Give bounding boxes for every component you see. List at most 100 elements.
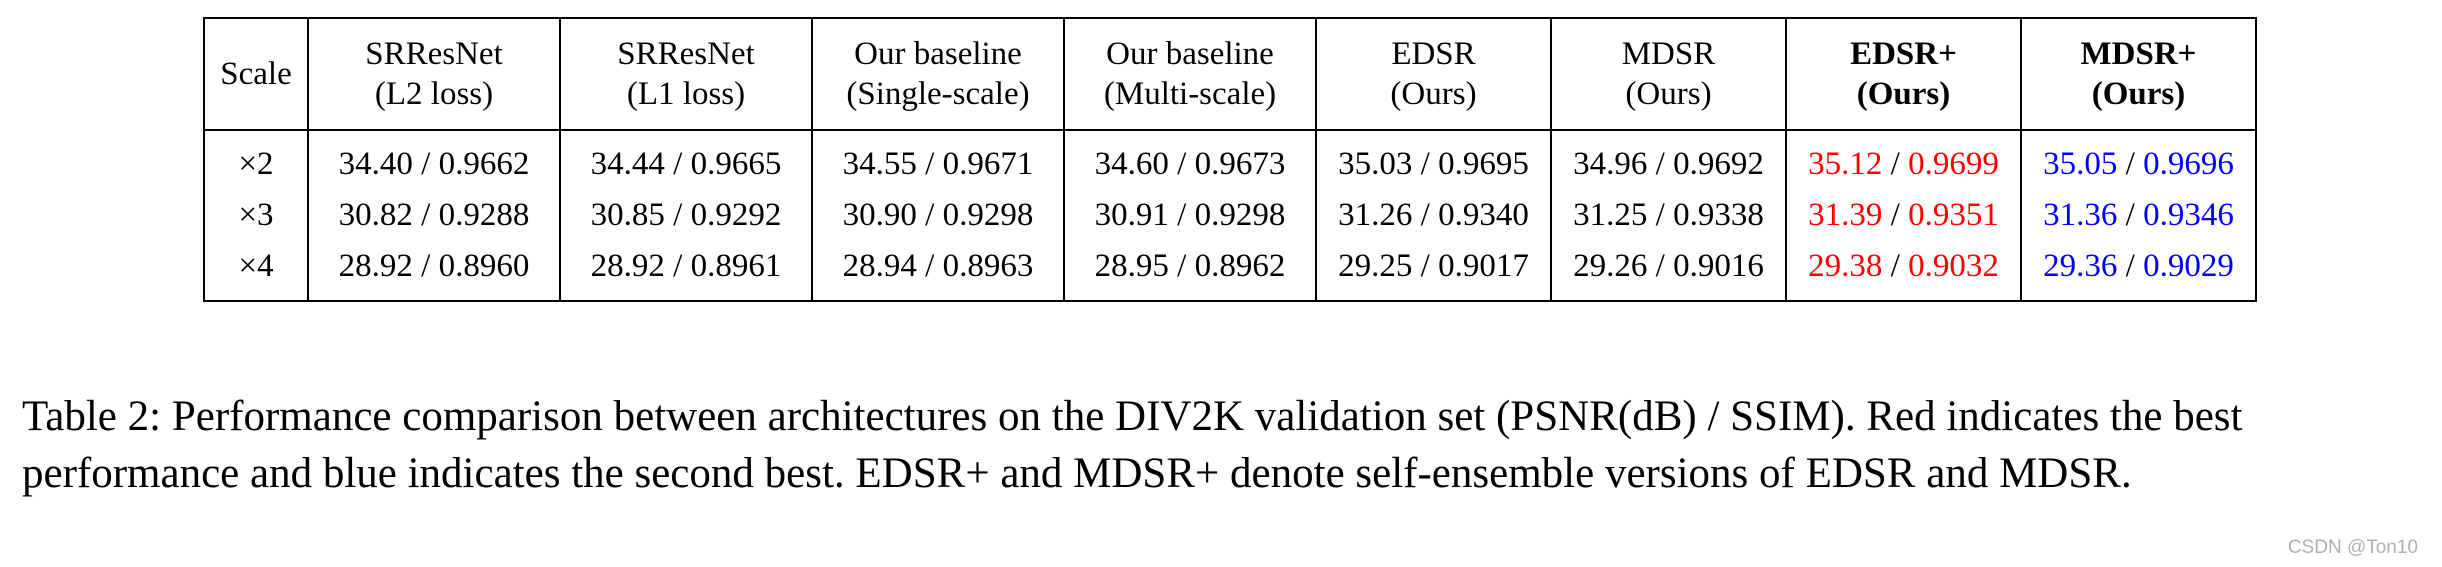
psnr-value: 29.36 [2043,248,2118,285]
ssim-value: 0.9340 [1438,197,1529,234]
value-separator: / [1412,248,1439,285]
watermark: CSDN @Ton10 [2287,537,2418,558]
header-baseline-single: Our baseline (Single-scale) [811,18,1065,131]
result-cell: 31.26 / 0.9340 [1315,190,1552,241]
header-line2: (L2 loss) [374,76,494,112]
value-separator: / [664,197,691,234]
value-separator: / [1168,248,1195,285]
header-line2: (Single-scale) [846,76,1030,112]
result-cell: 31.25 / 0.9338 [1550,190,1787,241]
header-edsr-plus: EDSR+ (Ours) [1785,18,2022,131]
result-cell: 30.85 / 0.9292 [559,190,813,241]
value-separator: / [1647,197,1674,234]
ssim-value: 0.9298 [1194,197,1286,234]
psnr-value: 28.92 [590,248,665,285]
psnr-value: 34.96 [1573,146,1648,183]
header-line2: (Ours) [1390,76,1477,112]
scale-cell: ×4 [203,241,309,301]
ssim-value: 0.9699 [1908,146,1999,183]
header-line2: (L1 loss) [626,76,746,112]
psnr-value: 28.94 [842,248,917,285]
header-scale-label: Scale [220,55,292,92]
psnr-value: 30.91 [1094,197,1169,234]
scale-cell: ×2 [203,130,309,190]
ssim-value: 0.9292 [690,197,782,234]
value-separator: / [1882,248,1909,285]
result-cell: 34.55 / 0.9671 [811,130,1065,190]
result-cell: 28.92 / 0.8960 [307,241,561,301]
psnr-value: 28.92 [338,248,413,285]
result-cell: 28.94 / 0.8963 [811,241,1065,301]
value-separator: / [412,197,439,234]
header-mdsr: MDSR (Ours) [1550,18,1787,131]
ssim-value: 0.9695 [1438,146,1529,183]
value-separator: / [916,146,943,183]
table-row: ×4 28.92 / 0.8960 28.92 / 0.8961 28.94 / 0.… [203,241,2257,301]
result-cell: 34.96 / 0.9692 [1550,130,1787,190]
header-row: Scale SRResNet (L2 loss) SRResNet (L1 loss… [203,18,2257,131]
value-separator: / [1647,248,1674,285]
ssim-value: 0.9346 [2143,197,2234,234]
ssim-value: 0.9298 [942,197,1034,234]
header-line2: (Ours) [2091,76,2186,112]
header-srresnet-l1: SRResNet (L1 loss) [559,18,813,131]
result-cell: 30.90 / 0.9298 [811,190,1065,241]
value-separator: / [412,146,439,183]
result-cell: 35.03 / 0.9695 [1315,130,1552,190]
value-separator: / [1412,146,1439,183]
result-cell: 34.44 / 0.9665 [559,130,813,190]
psnr-value: 30.85 [590,197,665,234]
ssim-value: 0.8960 [438,248,530,285]
header-line1: Our baseline [854,35,1022,72]
ssim-value: 0.9671 [942,146,1034,183]
header-srresnet-l2: SRResNet (L2 loss) [307,18,561,131]
psnr-value: 34.55 [842,146,917,183]
value-separator: / [2117,248,2144,285]
ssim-value: 0.9288 [438,197,530,234]
result-cell: 31.39 / 0.9351 [1785,190,2022,241]
psnr-value: 31.26 [1338,197,1413,234]
ssim-value: 0.9665 [690,146,782,183]
result-cell: 31.36 / 0.9346 [2020,190,2257,241]
ssim-value: 0.9029 [2143,248,2234,285]
table-row: ×2 34.40 / 0.9662 34.44 / 0.9665 34.55 / 0.… [203,130,2257,190]
ssim-value: 0.9017 [1438,248,1529,285]
header-line1: EDSR+ [1850,35,1957,72]
psnr-value: 31.39 [1808,197,1883,234]
result-cell: 30.82 / 0.9288 [307,190,561,241]
value-separator: / [664,146,691,183]
table-row: ×3 30.82 / 0.9288 30.85 / 0.9292 30.90 / 0.… [203,190,2257,241]
table-body: ×2 34.40 / 0.9662 34.44 / 0.9665 34.55 / 0.… [203,130,2257,301]
results-table-container: Scale SRResNet (L2 loss) SRResNet (L1 loss… [203,17,2257,302]
value-separator: / [412,248,439,285]
ssim-value: 0.8962 [1194,248,1286,285]
ssim-value: 0.9696 [2143,146,2234,183]
psnr-value: 34.40 [338,146,413,183]
psnr-value: 29.38 [1808,248,1883,285]
result-cell: 29.26 / 0.9016 [1550,241,1787,301]
result-cell: 34.60 / 0.9673 [1063,130,1317,190]
value-separator: / [1412,197,1439,234]
scale-cell: ×3 [203,190,309,241]
header-line1: MDSR [1621,35,1716,72]
value-separator: / [1882,197,1909,234]
header-edsr: EDSR (Ours) [1315,18,1552,131]
result-cell: 28.92 / 0.8961 [559,241,813,301]
result-cell: 29.25 / 0.9017 [1315,241,1552,301]
result-cell: 35.05 / 0.9696 [2020,130,2257,190]
ssim-value: 0.9662 [438,146,530,183]
value-separator: / [916,197,943,234]
header-line1: SRResNet [365,35,503,72]
header-baseline-multi: Our baseline (Multi-scale) [1063,18,1317,131]
results-table: Scale SRResNet (L2 loss) SRResNet (L1 loss… [203,17,2257,302]
psnr-value: 34.60 [1094,146,1169,183]
psnr-value: 35.12 [1808,146,1883,183]
psnr-value: 29.26 [1573,248,1648,285]
psnr-value: 31.25 [1573,197,1648,234]
value-separator: / [1882,146,1909,183]
ssim-value: 0.9351 [1908,197,1999,234]
value-separator: / [1168,146,1195,183]
result-cell: 28.95 / 0.8962 [1063,241,1317,301]
result-cell: 34.40 / 0.9662 [307,130,561,190]
psnr-value: 29.25 [1338,248,1413,285]
